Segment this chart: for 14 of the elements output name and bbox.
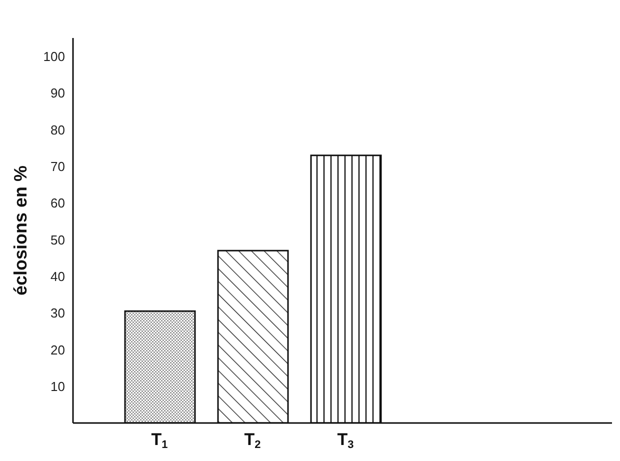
y-tick-label: 90 bbox=[50, 86, 65, 101]
y-tick-label: 50 bbox=[50, 232, 65, 248]
y-tick-label: 60 bbox=[50, 196, 65, 211]
y-tick-label: 40 bbox=[50, 268, 65, 284]
y-tick-label: 20 bbox=[50, 342, 65, 358]
y-axis-title: éclosions en % bbox=[10, 165, 30, 296]
x-tick-label: T$_{1}$ bbox=[151, 430, 168, 452]
y-tick-label: 30 bbox=[50, 306, 65, 321]
y-tick-label: 70 bbox=[50, 158, 65, 174]
y-tick-label: 10 bbox=[50, 378, 65, 394]
y-tick-label: 80 bbox=[50, 122, 65, 138]
y-tick-label: 100 bbox=[43, 48, 65, 64]
x-tick-label: T$_{2}$ bbox=[244, 430, 261, 452]
x-tick-label: T$_{3}$ bbox=[337, 430, 354, 452]
